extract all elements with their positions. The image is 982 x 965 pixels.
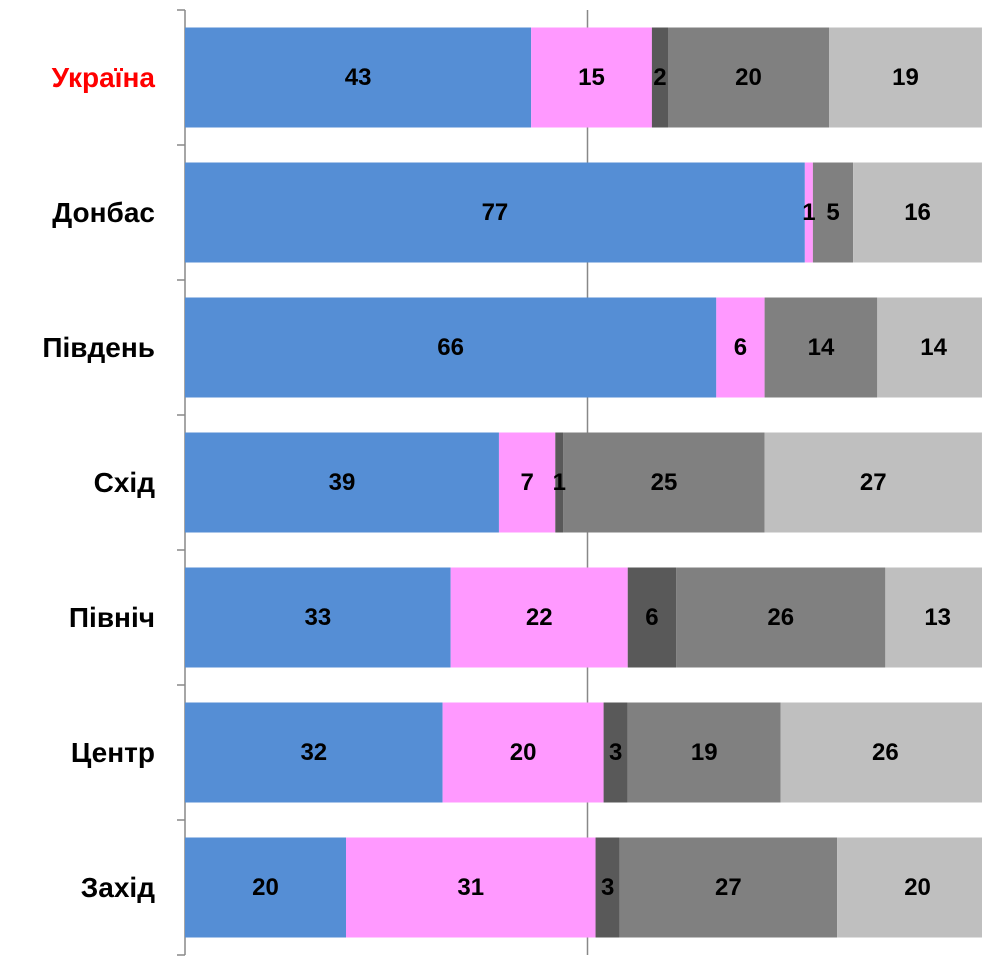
- data-label: 19: [691, 739, 718, 766]
- bar-segment: [442, 702, 604, 803]
- y-tick-label: Україна: [52, 62, 156, 93]
- y-tick-label: Північ: [69, 602, 155, 633]
- data-label: 14: [808, 334, 835, 361]
- data-label: 6: [734, 334, 747, 361]
- data-label: 6: [645, 604, 658, 631]
- data-label: 66: [437, 334, 464, 361]
- bar-segment: [716, 297, 765, 398]
- bar-segment: [531, 27, 652, 128]
- y-tick-label: Донбас: [52, 197, 155, 228]
- bar-segment: [450, 567, 628, 668]
- data-label: 31: [457, 874, 484, 901]
- y-tick-label: Південь: [42, 332, 155, 363]
- bar-segment: [627, 702, 781, 803]
- y-tick-label: Захід: [81, 872, 155, 903]
- bar-segment: [812, 162, 854, 263]
- bar-segment: [595, 837, 620, 938]
- data-label: 20: [510, 739, 537, 766]
- data-label: 25: [651, 469, 678, 496]
- bar-segment: [780, 702, 982, 803]
- data-label: 13: [924, 604, 951, 631]
- data-label: 7: [520, 469, 533, 496]
- data-label: 3: [601, 874, 614, 901]
- bar-segment: [877, 297, 982, 398]
- data-label: 20: [904, 874, 931, 901]
- bar-segment: [837, 837, 982, 938]
- data-label: 19: [892, 64, 919, 91]
- bar-segment: [185, 432, 499, 533]
- bar-segment: [185, 702, 443, 803]
- bar-segment: [764, 297, 878, 398]
- bar-segment: [185, 162, 805, 263]
- data-label: 43: [345, 64, 372, 91]
- bar-segment: [804, 162, 813, 263]
- data-label: 20: [252, 874, 279, 901]
- data-label: 26: [872, 739, 899, 766]
- data-label: 22: [526, 604, 553, 631]
- data-label: 3: [609, 739, 622, 766]
- bar-segment: [676, 567, 886, 668]
- bar-segment: [185, 27, 532, 128]
- data-label: 27: [860, 469, 887, 496]
- bar-segment: [619, 837, 838, 938]
- data-label: 26: [767, 604, 794, 631]
- bar-segment: [563, 432, 765, 533]
- bar-segment: [668, 27, 829, 128]
- bar-segment: [764, 432, 982, 533]
- bar-segment: [185, 837, 346, 938]
- y-tick-label: Центр: [71, 737, 155, 768]
- bar-segment: [885, 567, 982, 668]
- data-label: 1: [553, 469, 566, 496]
- data-label: 2: [653, 64, 666, 91]
- data-label: 39: [329, 469, 356, 496]
- y-tick-label: Схід: [94, 467, 156, 498]
- data-label: 1: [802, 199, 815, 226]
- data-label: 5: [826, 199, 839, 226]
- bar-segment: [829, 27, 982, 128]
- bar-segment: [651, 27, 668, 128]
- bar-segment: [185, 297, 717, 398]
- bar-segment: [627, 567, 677, 668]
- bar-segment: [185, 567, 451, 668]
- data-label: 16: [904, 199, 931, 226]
- data-label: 14: [920, 334, 947, 361]
- bar-segment: [346, 837, 596, 938]
- data-label: 33: [304, 604, 331, 631]
- data-label: 20: [735, 64, 762, 91]
- data-label: 77: [482, 199, 509, 226]
- data-label: 15: [578, 64, 605, 91]
- data-label: 27: [715, 874, 742, 901]
- bar-segment: [853, 162, 982, 263]
- bar-segment: [555, 432, 564, 533]
- bar-segment: [603, 702, 628, 803]
- data-label: 32: [300, 739, 327, 766]
- bar-segment: [498, 432, 556, 533]
